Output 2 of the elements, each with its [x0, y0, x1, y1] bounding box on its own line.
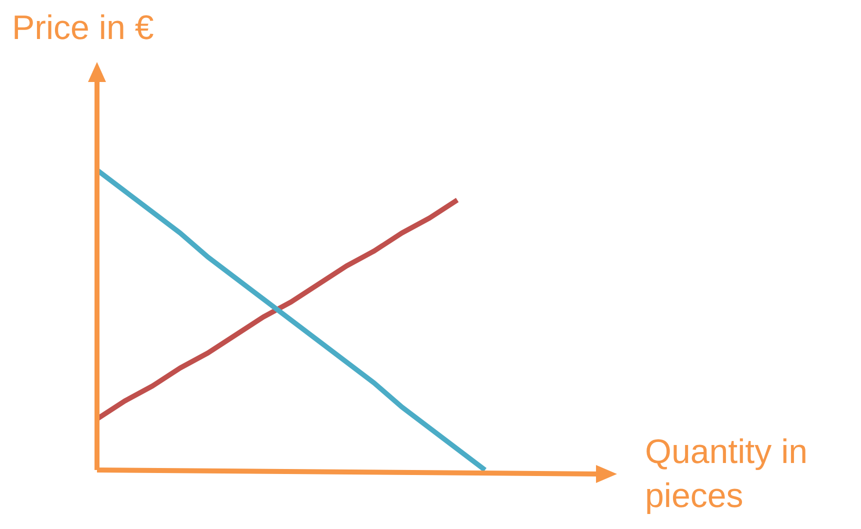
x-axis-title: Quantity in pieces [645, 432, 809, 517]
y-axis-title: Price in € [12, 8, 154, 49]
